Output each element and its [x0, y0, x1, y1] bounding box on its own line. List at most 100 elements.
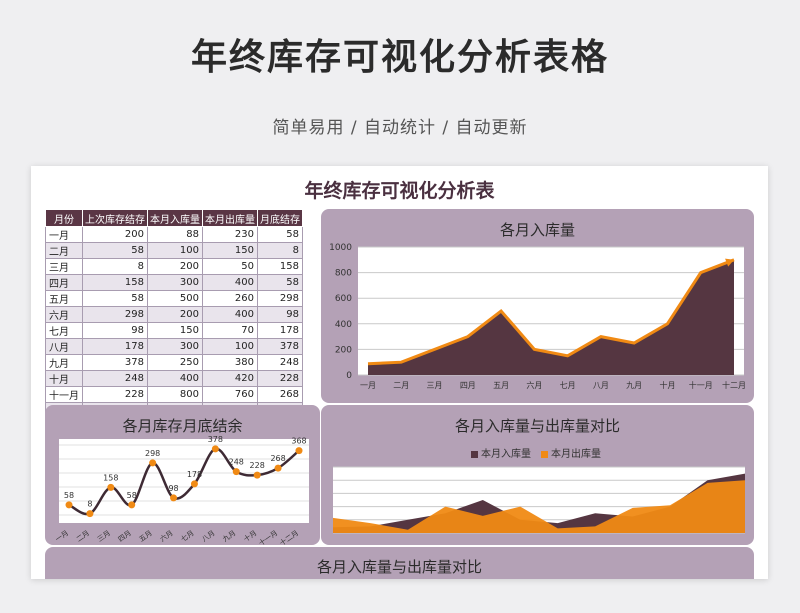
y-tick-label: 200: [335, 345, 352, 355]
table-cell: 六月: [45, 306, 83, 323]
x-tick-label: 三月: [427, 381, 443, 390]
table-cell: 58: [257, 226, 303, 243]
table-cell: 十一月: [45, 386, 83, 403]
table-header-3: 本月出库量: [202, 209, 258, 227]
inbound-chart-panel: 各月入库量 0 200 400 600 800 1000 一月 二月 三月 四月 五月 六月 七月 八月 九…: [321, 209, 754, 403]
in-out-compare-panel: 各月入库量与出库量对比 本月入库量 本月出库量: [321, 405, 754, 545]
data-label: 378: [208, 435, 223, 444]
table-body: 一月 200 88 230 58 二月 58 100 150 8 三月 8 200 50 158 四月 158 3…: [45, 226, 303, 435]
x-tick-label: 六月: [526, 380, 542, 390]
data-point: [295, 447, 303, 455]
sheet-title: 年终库存可视化分析表: [304, 180, 495, 202]
plot-area: [59, 439, 309, 523]
x-tick-label: 五月: [493, 381, 509, 390]
x-tick-label: 七月: [560, 381, 576, 390]
table-header-4: 月底结存: [257, 209, 303, 227]
table-cell: 八月: [45, 338, 83, 355]
table-cell: 98: [257, 306, 303, 323]
x-tick-label: 八月: [593, 381, 609, 390]
y-tick-label: 0: [346, 371, 352, 381]
page-subtitle: 简单易用 / 自动统计 / 自动更新: [272, 118, 528, 138]
table-cell: 150: [147, 322, 203, 339]
x-tick-label: 十二月: [278, 528, 300, 545]
legend-item-inbound: 本月入库量: [471, 445, 531, 460]
inbound-area-chart: 0 200 400 600 800 1000 一月 二月 三月 四月 五月 六月 七月 八月 九月 十月 十一月…: [329, 243, 746, 390]
table-row: 十一月 228 800 760 268: [45, 386, 303, 403]
table-cell: 268: [257, 386, 303, 403]
inbound-area: [368, 259, 734, 375]
table-cell: 400: [202, 274, 258, 291]
table-cell: 88: [147, 226, 203, 243]
data-point: [232, 468, 240, 476]
table-row: 一月 200 88 230 58: [45, 226, 303, 243]
table-cell: 248: [82, 370, 148, 387]
x-tick-label: 六月: [158, 528, 175, 543]
x-tick-label: 三月: [96, 529, 112, 544]
x-tick-label: 九月: [626, 381, 642, 390]
inventory-table: 月份 上次库存结存 本月入库量 本月出库量 月底结存 一月 200 88 230 58 二月 58 1…: [45, 209, 303, 435]
table-cell: 100: [147, 242, 203, 259]
x-tick-label: 十一月: [689, 380, 713, 390]
x-tick-label: 十二月: [722, 380, 746, 390]
x-tick-label: 二月: [75, 529, 91, 544]
table-row: 九月 378 250 380 248: [45, 354, 303, 371]
data-point: [253, 471, 261, 479]
table-cell: 178: [257, 322, 303, 339]
data-point: [107, 483, 115, 491]
table-header-row: 月份 上次库存结存 本月入库量 本月出库量 月底结存: [45, 209, 303, 227]
table-cell: 四月: [45, 274, 83, 291]
table-cell: 380: [202, 354, 258, 371]
spreadsheet-preview: 年终库存可视化分析表 月份 上次库存结存 本月入库量 本月出库量 月底结存 一月 200 8…: [31, 166, 768, 579]
table-cell: 150: [202, 242, 258, 259]
table-row: 八月 178 300 100 378: [45, 338, 303, 355]
legend-item-outbound: 本月出库量: [541, 445, 601, 460]
data-label: 268: [270, 454, 285, 463]
table-header-1: 上次库存结存: [82, 209, 148, 227]
table-row: 二月 58 100 150 8: [45, 242, 303, 259]
in-out-compare-title: 各月入库量与出库量对比: [454, 417, 620, 435]
ending-stock-chart-title: 各月库存月底结余: [122, 417, 243, 435]
table-cell: 200: [147, 306, 203, 323]
table-cell: 228: [82, 386, 148, 403]
table-cell: 260: [202, 290, 258, 307]
table-cell: 298: [82, 306, 148, 323]
x-tick-label: 一月: [54, 529, 70, 544]
table-cell: 58: [257, 274, 303, 291]
table-cell: 420: [202, 370, 258, 387]
x-tick-label: 十月: [242, 528, 259, 543]
data-label: 368: [291, 437, 306, 446]
table-cell: 300: [147, 338, 203, 355]
table-cell: 100: [202, 338, 258, 355]
x-tick-label: 七月: [179, 528, 196, 543]
ending-stock-line-chart: 58 8 158 58 298 98 178 378 248 228 268 368 一月 二月 三月 四月五…: [54, 435, 309, 545]
table-row: 七月 98 150 70 178: [45, 322, 303, 339]
table-cell: 400: [147, 370, 203, 387]
bottom-compare-panel: 各月入库量与出库量对比: [45, 547, 754, 579]
table-cell: 300: [147, 274, 203, 291]
table-cell: 70: [202, 322, 258, 339]
data-label: 248: [229, 458, 244, 467]
data-point: [170, 494, 178, 502]
in-out-area-chart: [333, 466, 745, 534]
legend-swatch-inbound: [471, 450, 478, 458]
data-label: 158: [103, 473, 118, 482]
data-point: [86, 510, 94, 518]
table-cell: 七月: [45, 322, 83, 339]
table-cell: 250: [147, 354, 203, 371]
table-cell: 200: [147, 258, 203, 275]
table-cell: 十月: [45, 370, 83, 387]
table-header-2: 本月入库量: [147, 209, 203, 227]
arrow-head: [725, 258, 734, 267]
table-cell: 500: [147, 290, 203, 307]
table-cell: 58: [82, 290, 148, 307]
data-point: [211, 445, 219, 453]
table-header-0: 月份: [45, 209, 83, 227]
inbound-line: [367, 258, 735, 366]
table-row: 四月 158 300 400 58: [45, 274, 303, 291]
table-cell: 378: [82, 354, 148, 371]
x-tick-label: 一月: [360, 381, 376, 390]
data-label: 58: [64, 491, 74, 500]
legend-label-outbound: 本月出库量: [551, 449, 601, 460]
table-cell: 二月: [45, 242, 83, 259]
table-cell: 298: [257, 290, 303, 307]
